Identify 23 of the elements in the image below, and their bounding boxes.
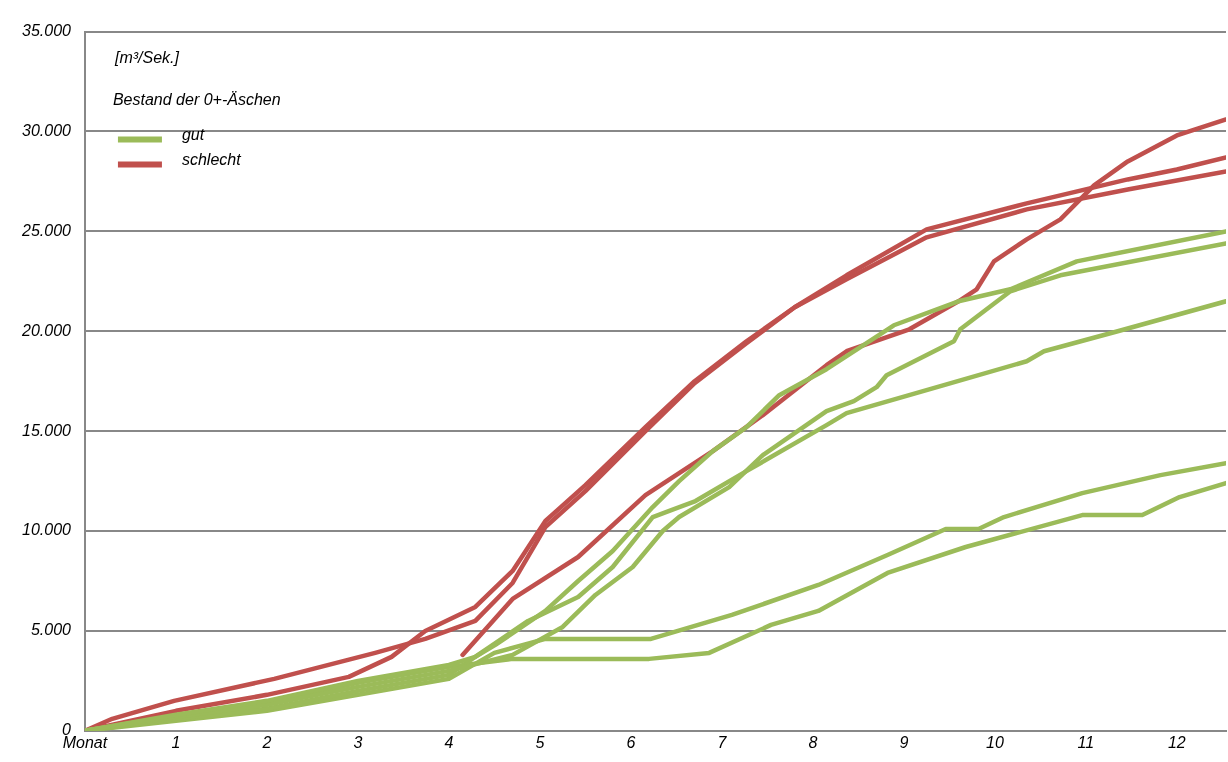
x-tick-label: 1 xyxy=(171,733,181,751)
x-tick-label: 9 xyxy=(899,733,909,751)
x-tick-label: 5 xyxy=(535,733,545,751)
x-tick-label: 3 xyxy=(353,733,363,751)
x-tick-label: 10 xyxy=(985,733,1004,751)
annotation: [m³/Sek.] xyxy=(113,49,180,67)
x-tick-label: 4 xyxy=(444,733,454,751)
x-tick-label: 11 xyxy=(1077,733,1095,751)
x-tick-label: 8 xyxy=(808,733,818,751)
legend-label: gut xyxy=(181,126,205,144)
y-tick-label: 35.000 xyxy=(22,22,72,40)
x-tick-label: 7 xyxy=(717,733,728,751)
y-tick-label: 5.000 xyxy=(30,621,72,639)
y-tick-label: 20.000 xyxy=(21,321,72,339)
legend-label: schlecht xyxy=(181,151,242,169)
x-tick-label: 6 xyxy=(626,733,636,751)
y-tick-label: 25.000 xyxy=(21,221,72,239)
y-tick-label: 30.000 xyxy=(22,121,72,139)
x-tick-label: 12 xyxy=(1167,733,1186,751)
y-tick-label: 10.000 xyxy=(22,521,72,539)
y-tick-label: 15.000 xyxy=(22,421,72,439)
x-tick-label: 2 xyxy=(261,733,272,751)
legend-title: Bestand der 0+-Äschen xyxy=(112,91,281,109)
